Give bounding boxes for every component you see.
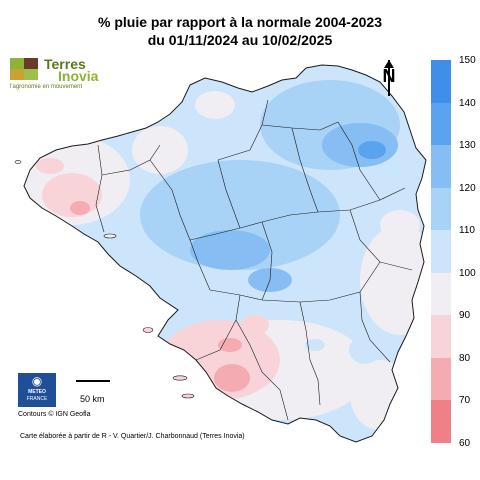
department-borders: [95, 99, 413, 421]
legend-tick-label: 140: [459, 97, 476, 109]
scale-label: 50 km: [80, 394, 105, 404]
map-subtitle-period: du 01/11/2024 au 10/02/2025: [147, 32, 333, 48]
meteo-logo-line1: METEO: [28, 389, 46, 395]
meteo-france-icon: ◉: [31, 374, 43, 388]
legend-band: [431, 60, 451, 103]
logo-mark-icon: [10, 58, 38, 80]
legend-tick-label: 150: [459, 55, 476, 66]
legend-tick-label: 90: [459, 310, 471, 322]
logo-tagline: l'agronomie en mouvement: [10, 84, 83, 90]
terres-inovia-logo: Terres Inovia l'agronomie en mouvement: [10, 56, 110, 96]
island: [142, 327, 154, 333]
legend-band: [431, 187, 451, 231]
map-credits: Contours © IGN Geofla: [18, 411, 91, 418]
region-outline: [23, 64, 427, 443]
legend-tick-label: 130: [459, 140, 476, 152]
map-source: Carte élaborée à partir de R - V. Quarti…: [20, 433, 245, 440]
map-title: % pluie par rapport à la normale 2004-20…: [97, 14, 382, 30]
island: [181, 393, 195, 399]
color-legend: 150 140 130 120 110 100 90 80 70 60: [431, 56, 476, 449]
legend-tick-label: 80: [459, 352, 471, 364]
island: [172, 375, 188, 381]
legend-tick-label: 60: [459, 438, 471, 449]
scale-bar: [76, 380, 110, 382]
meteo-logo-line2: FRANCE: [26, 396, 48, 402]
island: [103, 233, 117, 239]
logo-name-line2: Inovia: [58, 68, 99, 84]
legend-band: [431, 272, 451, 316]
legend-tick-label: 70: [459, 395, 471, 407]
logo-name-line1: Terres: [44, 56, 86, 72]
legend-tick-label: 110: [459, 225, 475, 237]
legend-band: [431, 400, 451, 443]
legend-band: [431, 145, 451, 188]
legend-band: [431, 357, 451, 401]
rainfall-field: [24, 65, 426, 442]
legend-band: [431, 102, 451, 146]
legend-band: [431, 230, 451, 273]
legend-tick-label: 100: [459, 267, 476, 279]
legend-band: [431, 315, 451, 358]
island: [14, 160, 22, 164]
legend-tick-label: 120: [459, 182, 476, 194]
meteo-france-logo: ◉ METEO FRANCE: [18, 373, 56, 407]
north-arrow-icon: N: [383, 60, 396, 96]
